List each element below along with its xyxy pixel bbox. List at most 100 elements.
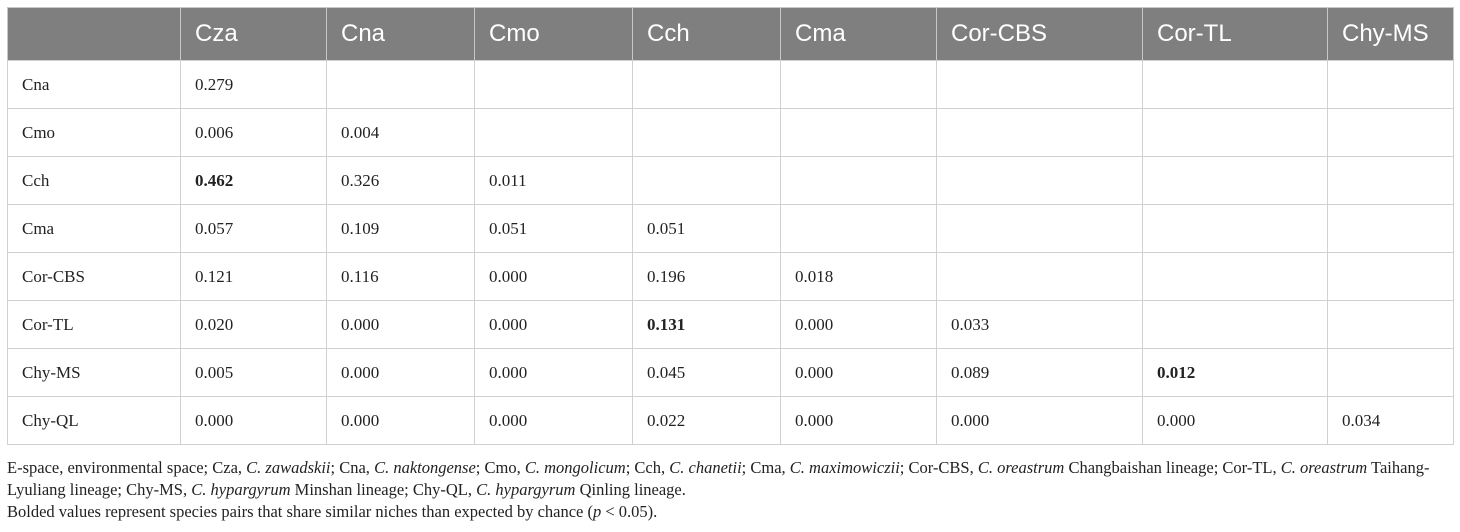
footnote-text: C. oreastrum (977, 458, 1065, 477)
footnote-text: Minshan lineage; Chy-QL, (290, 480, 477, 499)
footnote: E-space, environmental space; Cza, C. za… (7, 457, 1453, 501)
footnote-text: ; Cch, (625, 458, 670, 477)
footnote-text: C. oreastrum (1280, 458, 1368, 477)
row-label: Cna (7, 60, 181, 109)
empty-cell (780, 204, 937, 253)
footnote-text: C. zawadskii (246, 458, 331, 477)
value-cell: 0.000 (780, 396, 937, 445)
empty-cell (936, 60, 1143, 109)
empty-cell (1142, 60, 1328, 109)
value-cell: 0.012 (1142, 348, 1328, 397)
empty-cell (632, 60, 781, 109)
value-cell: 0.131 (632, 300, 781, 349)
value-cell: 0.000 (474, 396, 633, 445)
empty-cell (1327, 252, 1454, 301)
value-cell: 0.000 (474, 300, 633, 349)
table-row: Cmo 0.006 0.004 (7, 108, 1454, 157)
value-cell: 0.000 (780, 300, 937, 349)
footnote-text: C. naktongense (374, 458, 476, 477)
footnote-text: C. maximowiczii (789, 458, 900, 477)
empty-cell (1142, 300, 1328, 349)
value-cell: 0.000 (326, 348, 475, 397)
empty-cell (474, 60, 633, 109)
value-cell: 0.000 (326, 300, 475, 349)
footnote: Bolded values represent species pairs th… (7, 501, 1453, 523)
footnote-text: C. chanetii (669, 458, 742, 477)
empty-cell (632, 108, 781, 157)
table-row: Chy-QL 0.000 0.000 0.000 0.022 0.000 0.000 0.00… (7, 396, 1454, 445)
empty-cell (1142, 108, 1328, 157)
footnote-text: ; Cor-CBS, (899, 458, 978, 477)
empty-cell (936, 204, 1143, 253)
empty-cell (936, 156, 1143, 205)
value-cell: 0.121 (180, 252, 327, 301)
footnote-text: E-space, environmental space; Cza, (7, 458, 247, 477)
footnote-text: ; Cna, (330, 458, 375, 477)
value-cell: 0.279 (180, 60, 327, 109)
row-label: Cor-TL (7, 300, 181, 349)
empty-cell (936, 252, 1143, 301)
footnote-text: Bolded values represent species pairs th… (7, 502, 593, 521)
column-header: Cza (180, 7, 327, 61)
value-cell: 0.000 (1142, 396, 1328, 445)
table-row: Cna 0.279 (7, 60, 1454, 109)
footnote-text: Qinling lineage. (575, 480, 686, 499)
table-row: Cor-TL 0.020 0.000 0.000 0.131 0.000 0.033 (7, 300, 1454, 349)
footnote-text: C. hypargyrum (476, 480, 576, 499)
empty-cell (1327, 108, 1454, 157)
value-cell: 0.051 (474, 204, 633, 253)
empty-cell (1327, 204, 1454, 253)
empty-cell (1327, 348, 1454, 397)
value-cell: 0.196 (632, 252, 781, 301)
row-label: Cmo (7, 108, 181, 157)
value-cell: 0.004 (326, 108, 475, 157)
empty-cell (474, 108, 633, 157)
footnote-text: ; Cma, (741, 458, 790, 477)
empty-cell (1142, 252, 1328, 301)
value-cell: 0.033 (936, 300, 1143, 349)
value-cell: 0.000 (936, 396, 1143, 445)
value-cell: 0.116 (326, 252, 475, 301)
empty-cell (1327, 60, 1454, 109)
footnote-text: Changbaishan lineage; Cor-TL, (1064, 458, 1281, 477)
footnote-text: p (592, 502, 602, 521)
value-cell: 0.018 (780, 252, 937, 301)
empty-cell (326, 60, 475, 109)
footnote-text: C. hypargyrum (191, 480, 291, 499)
empty-cell (1142, 204, 1328, 253)
row-label: Chy-MS (7, 348, 181, 397)
corner-cell (7, 7, 181, 61)
row-label: Cch (7, 156, 181, 205)
value-cell: 0.057 (180, 204, 327, 253)
empty-cell (936, 108, 1143, 157)
value-cell: 0.089 (936, 348, 1143, 397)
empty-cell (1142, 156, 1328, 205)
empty-cell (1327, 300, 1454, 349)
table-body: Cna 0.279 Cmo 0.006 0.004 Cch 0.462 0.326 0.011 C… (7, 60, 1454, 445)
value-cell: 0.006 (180, 108, 327, 157)
empty-cell (780, 60, 937, 109)
table-row: Cch 0.462 0.326 0.011 (7, 156, 1454, 205)
header-row: Cza Cna Cmo Cch Cma Cor-CBS Cor-TL Chy-MS (7, 7, 1454, 61)
empty-cell (780, 108, 937, 157)
value-cell: 0.051 (632, 204, 781, 253)
footnote-text: < 0.05). (601, 502, 658, 521)
value-cell: 0.000 (474, 348, 633, 397)
table-row: Cor-CBS 0.121 0.116 0.000 0.196 0.018 (7, 252, 1454, 301)
row-label: Chy-QL (7, 396, 181, 445)
value-cell: 0.326 (326, 156, 475, 205)
column-header: Chy-MS (1327, 7, 1454, 61)
footnotes: E-space, environmental space; Cza, C. za… (7, 457, 1453, 523)
value-cell: 0.000 (474, 252, 633, 301)
column-header: Cor-TL (1142, 7, 1328, 61)
column-header: Cmo (474, 7, 633, 61)
value-cell: 0.462 (180, 156, 327, 205)
value-cell: 0.022 (632, 396, 781, 445)
value-cell: 0.045 (632, 348, 781, 397)
row-label: Cor-CBS (7, 252, 181, 301)
column-header: Cor-CBS (936, 7, 1143, 61)
table-row: Chy-MS 0.005 0.000 0.000 0.045 0.000 0.089 0.01… (7, 348, 1454, 397)
value-cell: 0.005 (180, 348, 327, 397)
table-row: Cma 0.057 0.109 0.051 0.051 (7, 204, 1454, 253)
empty-cell (632, 156, 781, 205)
